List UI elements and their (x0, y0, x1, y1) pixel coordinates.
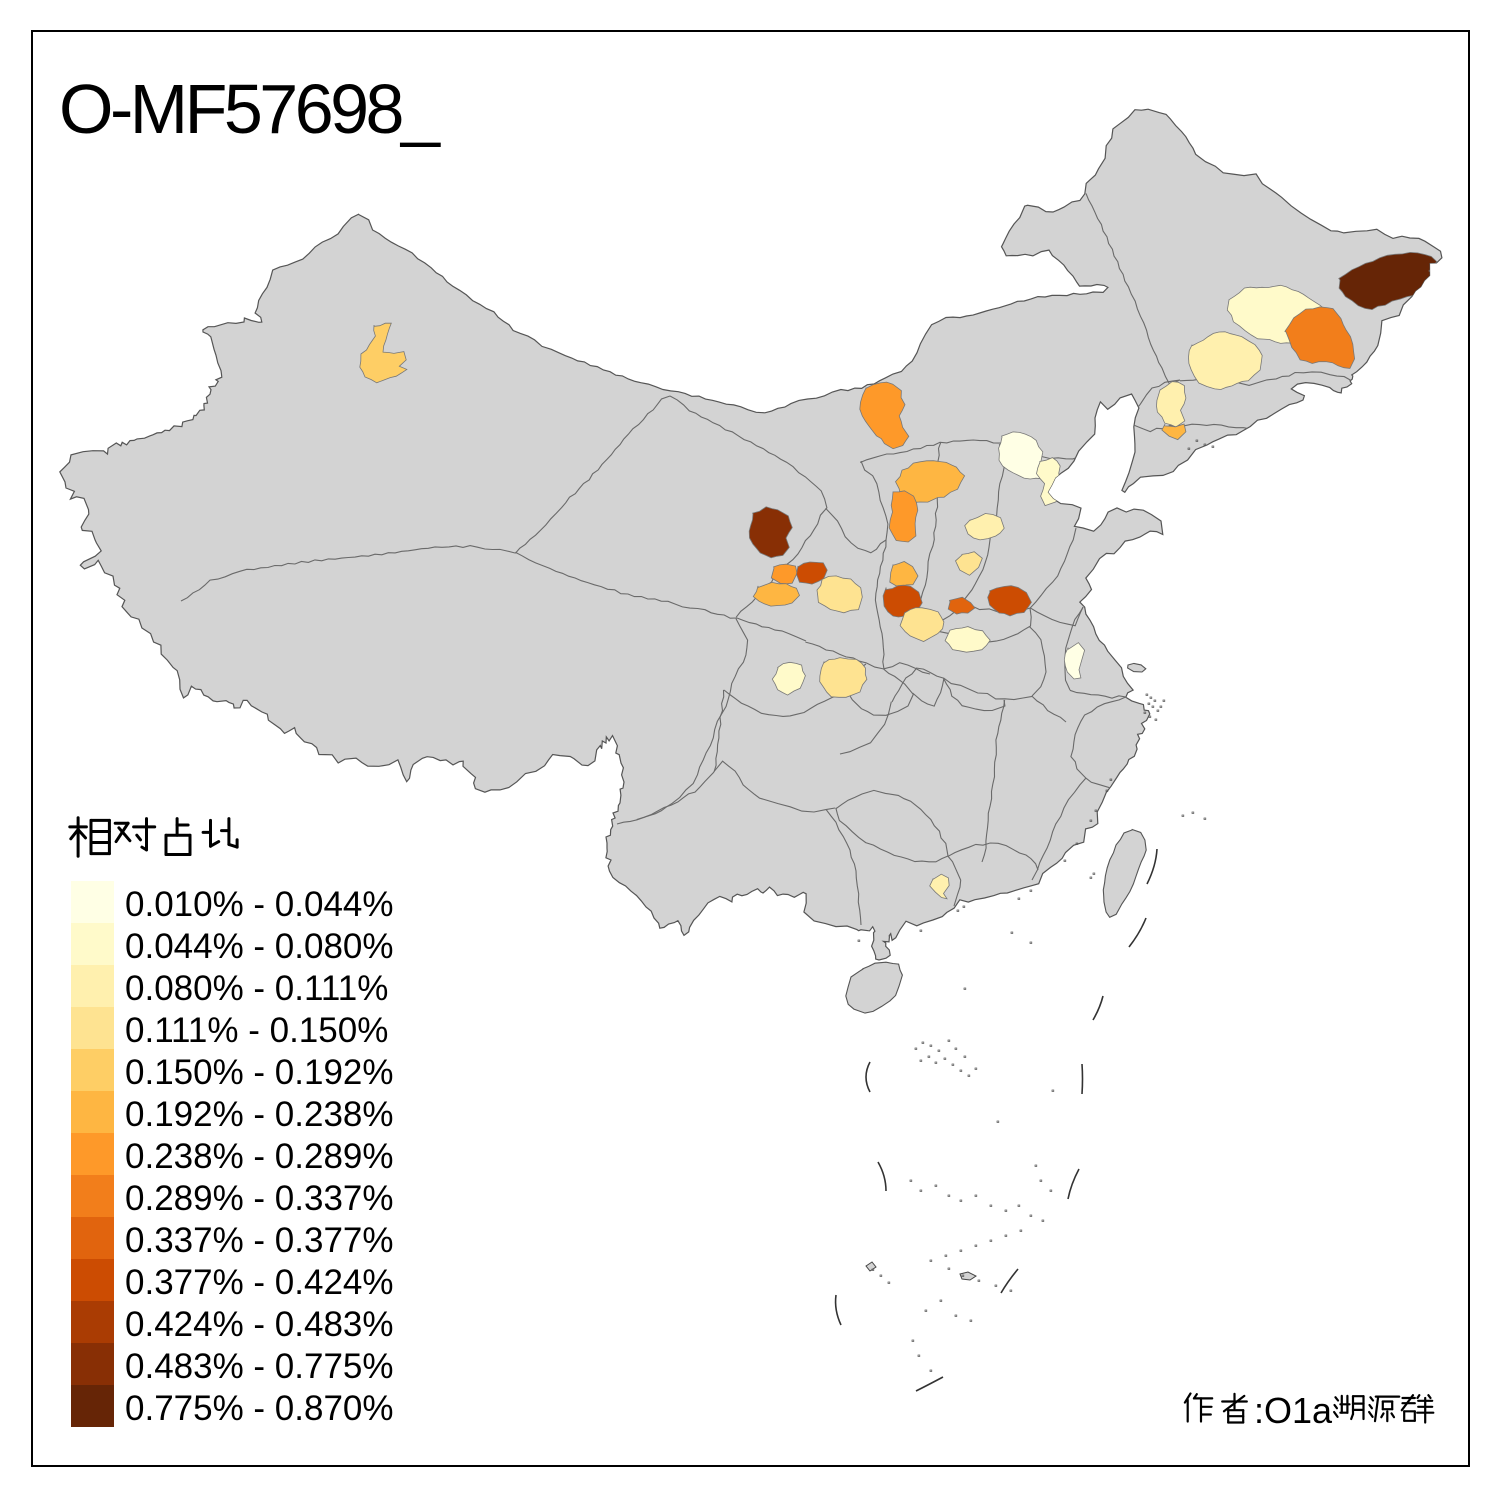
svg-text:0.483% - 0.775%: 0.483% - 0.775% (125, 1347, 394, 1386)
svg-text:0.337% - 0.377%: 0.337% - 0.377% (125, 1221, 394, 1260)
svg-text:0.289% - 0.337%: 0.289% - 0.337% (125, 1179, 394, 1218)
svg-text::O1a: :O1a (1254, 1390, 1333, 1431)
svg-text:O-MF57698_: O-MF57698_ (59, 70, 441, 148)
svg-text:0.010% - 0.044%: 0.010% - 0.044% (125, 885, 394, 924)
svg-text:0.424% - 0.483%: 0.424% - 0.483% (125, 1305, 394, 1344)
svg-text:0.111% - 0.150%: 0.111% - 0.150% (125, 1011, 388, 1050)
svg-text:0.044% - 0.080%: 0.044% - 0.080% (125, 927, 394, 966)
svg-text:0.080% - 0.111%: 0.080% - 0.111% (125, 969, 388, 1008)
svg-text:0.192% - 0.238%: 0.192% - 0.238% (125, 1095, 394, 1134)
svg-text:0.377% - 0.424%: 0.377% - 0.424% (125, 1263, 394, 1302)
svg-text:0.238% - 0.289%: 0.238% - 0.289% (125, 1137, 394, 1176)
svg-text:0.150% - 0.192%: 0.150% - 0.192% (125, 1053, 394, 1092)
svg-text:0.775% - 0.870%: 0.775% - 0.870% (125, 1389, 394, 1428)
